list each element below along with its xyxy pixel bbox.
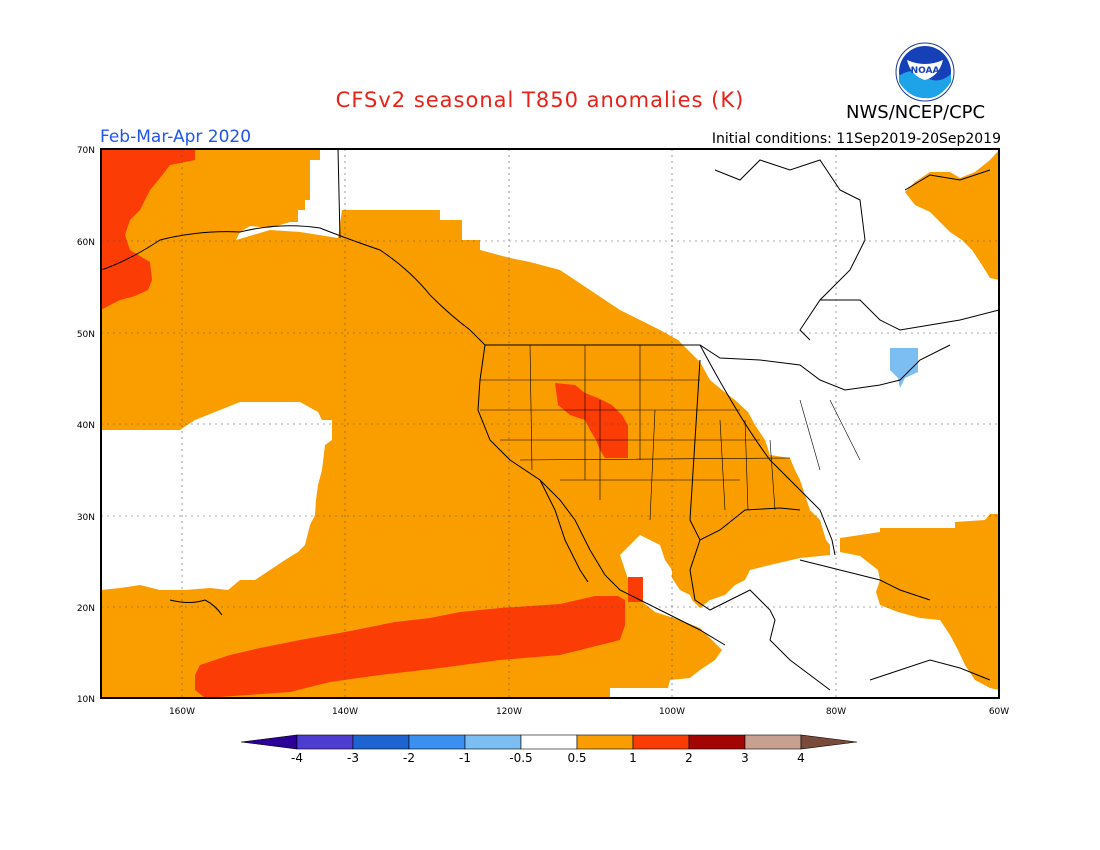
lat-label: 10N	[77, 695, 95, 705]
organization-label: NWS/NCEP/CPC	[846, 102, 986, 123]
longitude-axis: 160W 140W 120W 100W 80W 60W	[169, 707, 1009, 717]
colorbar-label: 3	[741, 751, 749, 765]
anomaly-fields	[101, 149, 999, 698]
colorbar: -4 -3 -2 -1 -0.5 0.5 1 2 3 4	[240, 734, 858, 765]
cold-anomaly-region-new-england	[890, 348, 918, 388]
colorbar-label: 2	[685, 751, 693, 765]
colorbar-swatch	[688, 734, 746, 750]
strong-anomaly-region-alaska	[101, 149, 195, 310]
colorbar-arrow-low	[240, 734, 298, 750]
lat-label: 30N	[77, 513, 95, 523]
colorbar-swatch	[632, 734, 690, 750]
strong-anomaly-region-rockies	[555, 383, 628, 458]
colorbar-label: 1	[629, 751, 637, 765]
noaa-logo-icon: NOAA	[895, 42, 955, 102]
colorbar-swatch	[520, 734, 578, 750]
colorbar-label: -4	[291, 751, 303, 765]
lat-label: 70N	[77, 146, 95, 156]
colorbar-label: -2	[403, 751, 415, 765]
colorbar-swatch	[352, 734, 410, 750]
map-frame	[100, 148, 1000, 699]
lat-label: 40N	[77, 421, 95, 431]
strong-anomaly-region-tropical-band	[195, 596, 625, 698]
lat-label: 20N	[77, 604, 95, 614]
valid-period-label: Feb-Mar-Apr 2020	[100, 127, 252, 147]
lon-label: 80W	[826, 707, 846, 717]
map-title: CFSv2 seasonal T850 anomalies (K)	[335, 88, 745, 112]
colorbar-swatch	[576, 734, 634, 750]
lat-label: 50N	[77, 330, 95, 340]
positive-anomaly-region-atlantic	[840, 514, 999, 690]
latitude-axis: 70N 60N 50N 40N 30N 20N 10N	[77, 146, 95, 705]
state-borders	[480, 344, 861, 521]
positive-anomaly-region-labrador	[905, 150, 999, 280]
colorbar-label: 0.5	[567, 751, 586, 765]
colorbar-label: 4	[797, 751, 805, 765]
lon-label: 100W	[659, 707, 685, 717]
colorbar-arrow-high	[800, 734, 858, 750]
lat-label: 60N	[77, 238, 95, 248]
coastlines	[101, 149, 999, 691]
colorbar-swatch	[464, 734, 522, 750]
colorbar-label: -1	[459, 751, 471, 765]
lon-label: 60W	[989, 707, 1009, 717]
colorbar-label: -3	[347, 751, 359, 765]
neutral-region-pacific	[101, 402, 332, 590]
initial-conditions-label: Initial conditions: 11Sep2019-20Sep2019	[711, 131, 1001, 147]
lon-label: 160W	[169, 707, 195, 717]
colorbar-swatch	[408, 734, 466, 750]
colorbar-swatch	[296, 734, 354, 750]
logo-text: NOAA	[911, 66, 940, 76]
lon-label: 120W	[496, 707, 522, 717]
lon-label: 140W	[332, 707, 358, 717]
colorbar-label: -0.5	[509, 751, 532, 765]
graticule	[101, 149, 999, 698]
colorbar-swatch	[744, 734, 802, 750]
